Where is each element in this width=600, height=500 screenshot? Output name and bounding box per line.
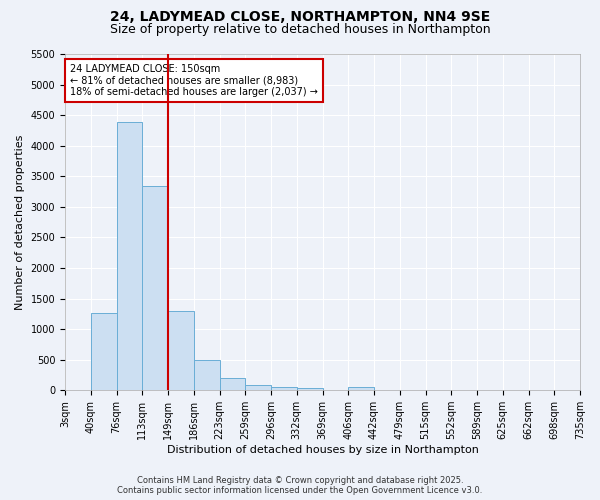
Bar [220, 378, 245, 390]
Bar [142, 186, 168, 390]
Bar [194, 360, 220, 390]
Bar [168, 312, 194, 390]
Bar [91, 312, 116, 390]
Bar [245, 384, 271, 390]
Text: 24, LADYMEAD CLOSE, NORTHAMPTON, NN4 9SE: 24, LADYMEAD CLOSE, NORTHAMPTON, NN4 9SE [110, 10, 490, 24]
Bar [271, 386, 297, 390]
X-axis label: Distribution of detached houses by size in Northampton: Distribution of detached houses by size … [167, 445, 478, 455]
Bar [297, 388, 323, 390]
Text: Size of property relative to detached houses in Northampton: Size of property relative to detached ho… [110, 22, 490, 36]
Bar [348, 387, 374, 390]
Bar [116, 122, 142, 390]
Text: 24 LADYMEAD CLOSE: 150sqm
← 81% of detached houses are smaller (8,983)
18% of se: 24 LADYMEAD CLOSE: 150sqm ← 81% of detac… [70, 64, 318, 98]
Text: Contains HM Land Registry data © Crown copyright and database right 2025.
Contai: Contains HM Land Registry data © Crown c… [118, 476, 482, 495]
Y-axis label: Number of detached properties: Number of detached properties [15, 134, 25, 310]
